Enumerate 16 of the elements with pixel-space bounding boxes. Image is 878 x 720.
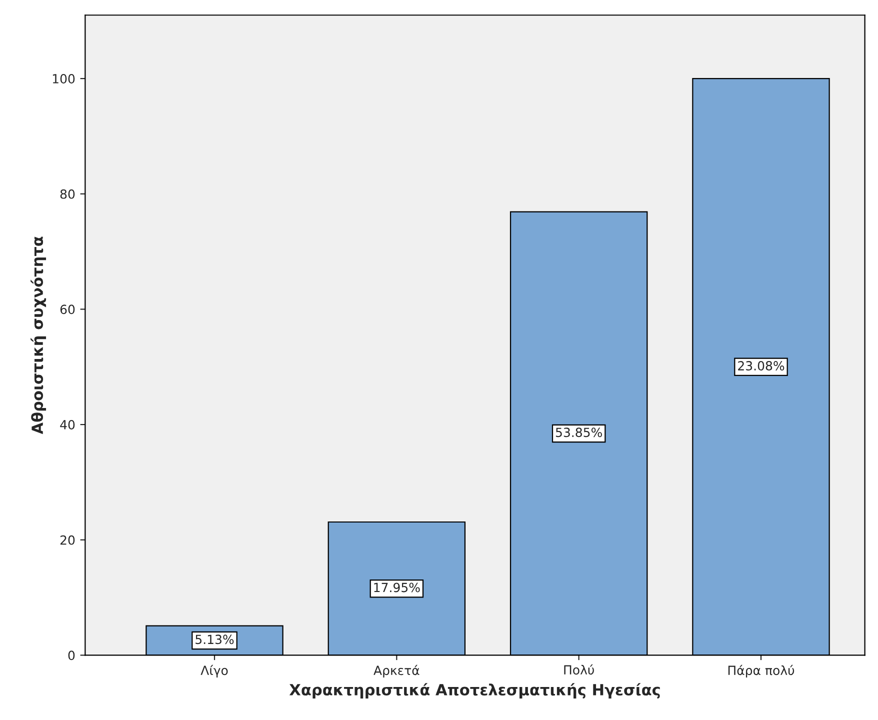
annotation: 5.13% [196, 634, 234, 644]
y-tick-label: 40 [60, 420, 75, 430]
x-tick-label: Πάρα πολύ [728, 664, 794, 678]
x-tick-label: Πολύ [564, 664, 594, 675]
annotation: 23.08% [738, 361, 784, 371]
annotation: 53.85% [556, 428, 602, 438]
y-tick-label: 0 [68, 650, 75, 660]
x-axis-title: Χαρακτηριστικά Αποτελεσματικής Ηγεσίας [289, 683, 660, 698]
y-tick-label: 20 [60, 535, 75, 545]
y-axis-title: Αθροιστική συχνότητα [30, 236, 46, 434]
x-tick-label: Αρκετά [374, 664, 420, 678]
x-tick-label: Λίγο [200, 664, 228, 678]
y-tick-label: 80 [60, 189, 75, 199]
y-tick-label: 100 [52, 74, 75, 84]
annotation: 17.95% [374, 582, 420, 592]
y-tick-label: 60 [60, 304, 75, 314]
